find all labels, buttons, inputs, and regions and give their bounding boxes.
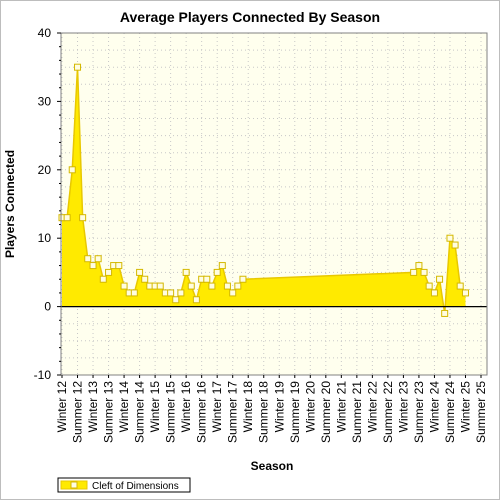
x-tick-label: Summer 21 [350,381,364,443]
data-point [229,289,237,297]
x-tick-label: Summer 20 [319,381,333,443]
x-tick-label: Winter 15 [148,381,162,433]
data-point [234,282,242,290]
data-point [187,282,195,290]
data-point [192,296,200,304]
y-tick-label: 30 [38,94,52,108]
data-point [208,282,216,290]
x-tick-label: Summer 12 [71,381,85,443]
data-point [461,289,469,297]
data-point [156,282,164,290]
x-tick-label: Winter 21 [334,381,348,433]
x-tick-label: Summer 17 [226,381,240,443]
chart-title: Average Players Connected By Season [120,9,380,25]
legend: Cleft of Dimensions [57,477,191,493]
x-tick-label: Summer 15 [164,381,178,443]
x-tick-label: Summer 19 [288,381,302,443]
data-point [79,214,87,222]
data-point [203,275,211,283]
data-point [167,289,175,297]
data-point [63,214,71,222]
x-tick-label: Winter 23 [396,381,410,433]
data-point [84,255,92,263]
data-point [136,268,144,276]
data-point [74,63,82,71]
data-point [415,262,423,270]
x-tick-label: Summer 14 [133,381,147,443]
data-point [120,282,128,290]
data-point [141,275,149,283]
x-tick-label: Summer 24 [443,381,457,443]
data-point [94,255,102,263]
x-tick-label: Summer 16 [195,381,209,443]
data-point [223,282,231,290]
x-tick-label: Winter 22 [365,381,379,433]
x-axis-title: Season [251,459,294,473]
data-point [441,309,449,317]
legend-swatch [60,480,88,490]
data-point [182,268,190,276]
data-point [172,296,180,304]
y-axis-title: Players Connected [3,150,17,258]
data-point [105,268,113,276]
data-point [89,262,97,270]
data-point [430,289,438,297]
data-point [420,268,428,276]
data-point [99,275,107,283]
plot-border [60,32,488,376]
y-tick-label: 10 [38,231,52,245]
x-tick-label: Winter 12 [55,381,69,433]
x-tick-label: Summer 25 [474,381,488,443]
y-tick-label: 20 [38,163,52,177]
data-point [68,166,76,174]
x-tick-label: Winter 14 [117,381,131,433]
data-point [115,262,123,270]
data-point [425,282,433,290]
x-tick-label: Winter 17 [210,381,224,433]
data-point [177,289,185,297]
x-tick-label: Summer 23 [412,381,426,443]
y-tick-label: -10 [34,368,52,382]
y-tick-label: 40 [38,26,52,40]
x-tick-label: Winter 16 [179,381,193,433]
data-point [436,275,444,283]
x-tick-label: Winter 13 [86,381,100,433]
x-tick-label: Winter 25 [458,381,472,433]
data-point [213,268,221,276]
data-point [130,289,138,297]
data-point [410,268,418,276]
data-point [451,241,459,249]
data-point [456,282,464,290]
x-tick-label: Winter 20 [303,381,317,433]
legend-label: Cleft of Dimensions [92,481,179,492]
x-tick-label: Summer 13 [102,381,116,443]
legend-box [57,477,191,493]
data-point [446,234,454,242]
legend-swatch-marker [70,481,78,489]
data-point [218,262,226,270]
x-tick-label: Winter 18 [241,381,255,433]
x-tick-label: Winter 24 [427,381,441,433]
series-area [62,67,466,314]
x-tick-label: Winter 19 [272,381,286,433]
y-tick-label: 0 [44,300,51,314]
x-tick-label: Summer 18 [257,381,271,443]
x-tick-label: Summer 22 [381,381,395,443]
data-point [239,275,247,283]
